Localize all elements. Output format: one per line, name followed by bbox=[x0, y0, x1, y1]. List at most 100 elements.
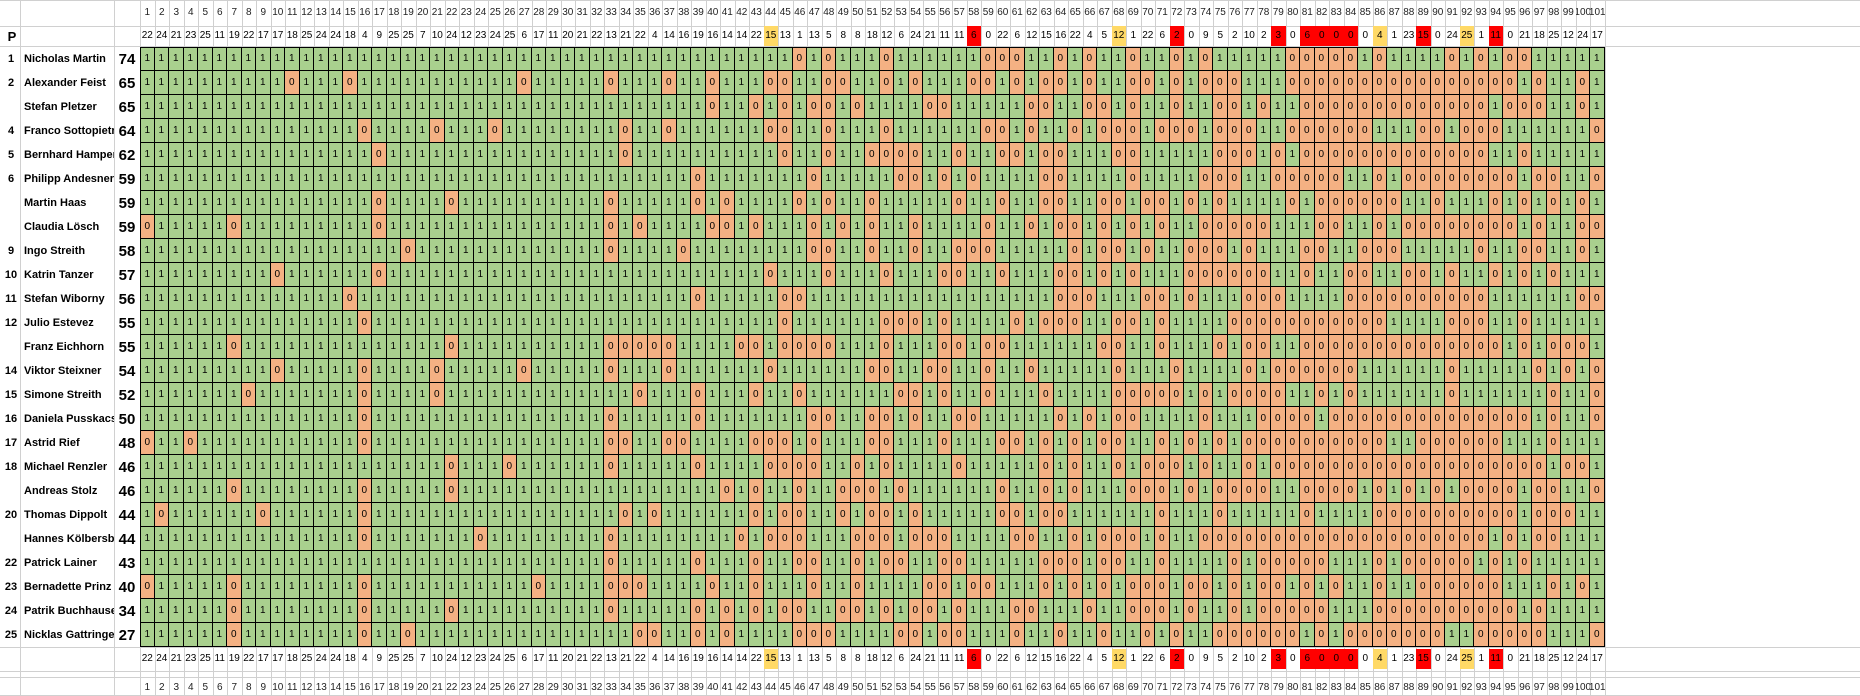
correct-count: 11 bbox=[954, 30, 965, 41]
answer-cell: 0 bbox=[850, 95, 865, 119]
answer-cell: 1 bbox=[676, 263, 691, 287]
answer-cell: 1 bbox=[894, 71, 909, 95]
answer-cell: 1 bbox=[923, 191, 938, 215]
answer-cell: 1 bbox=[1285, 575, 1300, 599]
correct-count: 14 bbox=[736, 30, 748, 41]
question-number: 92 bbox=[1461, 682, 1473, 693]
answer-cell: 1 bbox=[183, 143, 198, 167]
answer-cell: 0 bbox=[1445, 263, 1460, 287]
answer-cell: 1 bbox=[1242, 551, 1257, 575]
answer-cell: 1 bbox=[212, 287, 227, 311]
answer-cell: 1 bbox=[169, 215, 184, 239]
answer-cell: 0 bbox=[1242, 359, 1257, 383]
answer-cell: 0 bbox=[937, 575, 952, 599]
correct-count: 21 bbox=[576, 653, 588, 664]
answer-cell: 1 bbox=[1546, 623, 1561, 647]
answer-cell: 1 bbox=[1082, 503, 1097, 527]
answer-cell: 0 bbox=[1155, 287, 1170, 311]
answer-cell: 1 bbox=[546, 455, 561, 479]
answer-cell: 1 bbox=[169, 383, 184, 407]
answer-cell: 1 bbox=[1474, 383, 1489, 407]
answer-cell: 1 bbox=[270, 575, 285, 599]
answer-cell: 1 bbox=[995, 215, 1010, 239]
correct-count: 1 bbox=[1391, 653, 1398, 664]
answer-cell: 0 bbox=[357, 311, 372, 335]
player-score: 54 bbox=[118, 362, 136, 380]
answer-cell: 1 bbox=[401, 479, 416, 503]
answer-cell: 1 bbox=[459, 503, 474, 527]
answer-cell: 0 bbox=[1329, 359, 1344, 383]
answer-cell: 0 bbox=[1474, 479, 1489, 503]
answer-cell: 0 bbox=[807, 455, 822, 479]
question-number: 36 bbox=[649, 682, 661, 693]
answer-cell: 1 bbox=[1155, 623, 1170, 647]
answer-cell: 0 bbox=[372, 263, 387, 287]
answer-cell: 0 bbox=[1416, 407, 1431, 431]
correct-count: 12 bbox=[1111, 26, 1126, 46]
answer-cell: 1 bbox=[154, 119, 169, 143]
player-score: 48 bbox=[118, 434, 136, 452]
answer-cell: 1 bbox=[154, 263, 169, 287]
answer-cell: 0 bbox=[1590, 215, 1605, 239]
answer-cell: 1 bbox=[1488, 239, 1503, 263]
answer-cell: 1 bbox=[212, 239, 227, 263]
answer-cell: 1 bbox=[966, 287, 981, 311]
answer-cell: 1 bbox=[575, 479, 590, 503]
answer-cell: 1 bbox=[1184, 167, 1199, 191]
answer-cell: 0 bbox=[1488, 335, 1503, 359]
answer-cell: 1 bbox=[140, 167, 155, 191]
answer-cell: 1 bbox=[850, 71, 865, 95]
answer-cell: 0 bbox=[285, 71, 300, 95]
correct-count: 9 bbox=[376, 30, 383, 41]
answer-cell: 0 bbox=[676, 431, 691, 455]
answer-cell: 1 bbox=[328, 263, 343, 287]
answer-cell: 1 bbox=[1053, 239, 1068, 263]
answer-cell: 1 bbox=[372, 551, 387, 575]
answer-cell: 0 bbox=[1474, 623, 1489, 647]
answer-cell: 1 bbox=[662, 407, 677, 431]
answer-cell: 1 bbox=[589, 191, 604, 215]
answer-cell: 1 bbox=[589, 95, 604, 119]
answer-cell: 1 bbox=[720, 503, 735, 527]
answer-cell: 1 bbox=[604, 287, 619, 311]
correct-count: 6 bbox=[1300, 649, 1315, 669]
answer-cell: 0 bbox=[691, 455, 706, 479]
question-number: 72 bbox=[1171, 7, 1183, 18]
player-rank: 25 bbox=[4, 629, 18, 641]
answer-cell: 0 bbox=[343, 71, 358, 95]
answer-cell: 1 bbox=[778, 215, 793, 239]
answer-cell: 1 bbox=[705, 287, 720, 311]
answer-cell: 1 bbox=[357, 47, 372, 71]
answer-cell: 1 bbox=[865, 47, 880, 71]
answer-cell: 1 bbox=[734, 215, 749, 239]
answer-cell: 1 bbox=[778, 167, 793, 191]
player-score: 34 bbox=[118, 602, 136, 620]
correct-count: 6 bbox=[1014, 30, 1021, 41]
question-number: 30 bbox=[562, 682, 574, 693]
answer-cell: 1 bbox=[1155, 407, 1170, 431]
answer-cell: 1 bbox=[241, 311, 256, 335]
answer-cell: 1 bbox=[1184, 71, 1199, 95]
correct-count: 16 bbox=[1055, 30, 1067, 41]
correct-count: 0 bbox=[1434, 653, 1441, 664]
answer-cell: 0 bbox=[1387, 527, 1402, 551]
answer-cell: 1 bbox=[923, 239, 938, 263]
answer-cell: 1 bbox=[415, 479, 430, 503]
answer-cell: 1 bbox=[212, 527, 227, 551]
answer-cell: 1 bbox=[140, 455, 155, 479]
answer-cell: 0 bbox=[1372, 575, 1387, 599]
answer-cell: 1 bbox=[865, 287, 880, 311]
answer-cell: 0 bbox=[1024, 527, 1039, 551]
answer-cell: 1 bbox=[531, 527, 546, 551]
answer-cell: 1 bbox=[763, 479, 778, 503]
answer-cell: 1 bbox=[720, 287, 735, 311]
answer-cell: 0 bbox=[604, 335, 619, 359]
answer-cell: 1 bbox=[386, 503, 401, 527]
answer-cell: 1 bbox=[169, 311, 184, 335]
answer-cell: 1 bbox=[1169, 551, 1184, 575]
answer-cell: 1 bbox=[357, 215, 372, 239]
answer-cell: 0 bbox=[908, 383, 923, 407]
correct-count: 24 bbox=[156, 30, 168, 41]
answer-cell: 0 bbox=[937, 167, 952, 191]
answer-cell: 0 bbox=[1401, 215, 1416, 239]
